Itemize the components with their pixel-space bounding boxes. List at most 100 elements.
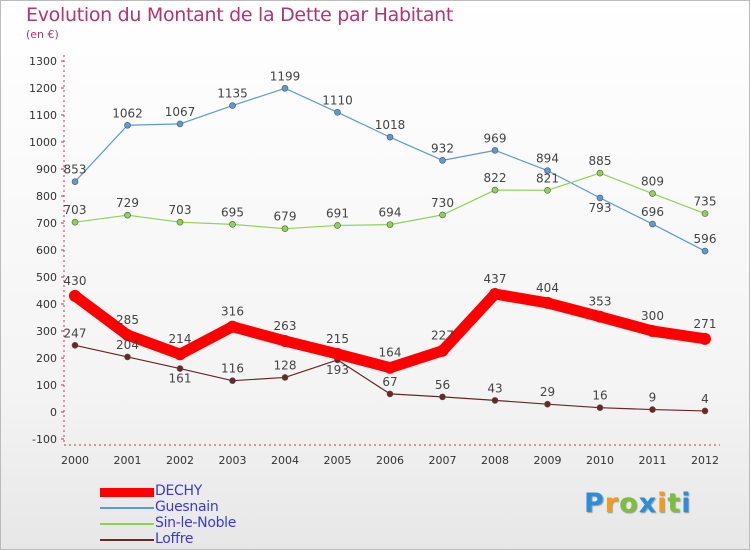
data-point-loffre [71,342,79,349]
data-point-dechy [699,332,711,345]
y-tick-label: 500 [36,271,57,284]
data-point-dechy [174,348,186,361]
y-tick-label: 300 [36,325,57,338]
data-label-loffre: 16 [592,389,607,403]
x-tick-label: 2000 [61,454,89,467]
x-tick-label: 2002 [166,454,194,467]
legend-label: DECHY [155,483,202,499]
data-label-sin-le-noble: 695 [221,205,244,219]
data-point-guesnain [176,120,184,128]
data-point-guesnain [491,147,499,154]
data-label-loffre: 116 [221,362,244,376]
data-point-dechy [436,344,449,357]
data-point-loffre [229,377,236,384]
data-point-sin-le-noble [176,218,184,226]
data-label-dechy: 316 [221,305,244,319]
data-label-guesnain: 932 [431,141,454,155]
data-point-guesnain [701,247,709,255]
data-point-loffre [124,353,131,361]
data-label-dechy: 300 [641,309,664,323]
x-tick-label: 2009 [534,454,562,467]
data-label-sin-le-noble: 885 [589,154,612,168]
data-label-dechy: 404 [536,281,559,295]
y-tick-label: 700 [36,217,57,230]
legend-label: Guesnain [155,499,219,515]
data-label-sin-le-noble: 809 [641,175,664,189]
data-label-loffre: 193 [326,363,349,377]
data-point-dechy [121,329,134,342]
data-point-dechy [646,325,659,337]
data-label-sin-le-noble: 703 [64,203,87,217]
data-label-sin-le-noble: 821 [536,171,559,185]
data-point-loffre [176,365,184,372]
data-point-guesnain [124,121,131,129]
data-point-loffre [439,393,446,401]
data-label-guesnain: 1110 [322,93,353,107]
data-label-guesnain: 894 [536,152,559,166]
y-tick-label: 400 [36,298,57,311]
data-label-loffre: 67 [382,375,397,389]
data-label-dechy: 164 [379,346,402,360]
data-label-dechy: 285 [116,313,139,327]
data-point-dechy [384,361,396,374]
data-point-sin-le-noble [439,211,446,219]
data-point-sin-le-noble [491,186,499,194]
data-label-sin-le-noble: 729 [116,196,139,210]
data-label-dechy: 227 [431,329,454,343]
data-label-loffre: 128 [274,358,297,372]
legend-swatch [100,507,154,509]
data-label-loffre: 4 [701,392,709,406]
data-point-guesnain [334,109,341,116]
data-label-guesnain: 1018 [375,118,406,132]
data-point-dechy [331,347,344,360]
logo-letter: t [667,488,682,519]
data-point-dechy [541,296,554,309]
data-label-dechy: 353 [589,295,612,309]
x-tick-label: 2011 [639,454,667,467]
data-point-guesnain [649,220,656,228]
data-label-sin-le-noble: 730 [431,196,454,210]
logo-letter: o [619,488,639,519]
data-label-dechy: 430 [64,274,87,288]
y-tick-label: 1000 [29,136,57,149]
y-tick-label: -100 [32,433,57,446]
data-point-sin-le-noble [334,222,341,229]
data-point-guesnain [229,102,236,109]
data-label-loffre: 43 [487,381,502,395]
data-label-loffre: 9 [649,391,657,405]
data-label-dechy: 214 [169,332,192,346]
data-label-guesnain: 1135 [217,87,248,101]
x-tick-label: 2004 [271,454,299,467]
data-point-guesnain [281,84,289,92]
x-tick-label: 2008 [481,454,509,467]
chart-subtitle: (en €) [26,28,59,41]
data-point-sin-le-noble [71,218,79,226]
x-tick-label: 2012 [691,454,719,467]
data-label-sin-le-noble: 822 [484,171,507,185]
data-label-sin-le-noble: 691 [326,206,349,220]
data-point-guesnain [439,157,446,164]
logo-letter: P [584,488,605,519]
x-tick-label: 2005 [324,454,352,467]
data-label-dechy: 215 [326,332,349,346]
data-point-guesnain [71,178,79,185]
y-tick-label: 800 [36,190,57,203]
data-point-sin-le-noble [649,190,656,197]
x-tick-label: 2001 [114,454,142,467]
data-point-dechy [226,320,239,333]
y-tick-label: 200 [36,352,57,365]
logo-letter: i [681,488,692,519]
data-label-sin-le-noble: 679 [274,210,297,224]
data-label-guesnain: 1062 [112,106,143,120]
data-label-loffre: 29 [540,385,555,399]
logo-letter: x [638,488,658,519]
data-label-loffre: 161 [169,372,192,386]
y-tick-label: 900 [36,163,57,176]
data-point-loffre [281,374,289,381]
data-point-guesnain [596,194,604,202]
y-tick-label: 0 [50,406,57,419]
legend-swatch [100,539,154,541]
data-point-sin-le-noble [229,221,236,228]
legend-swatch [100,523,154,525]
